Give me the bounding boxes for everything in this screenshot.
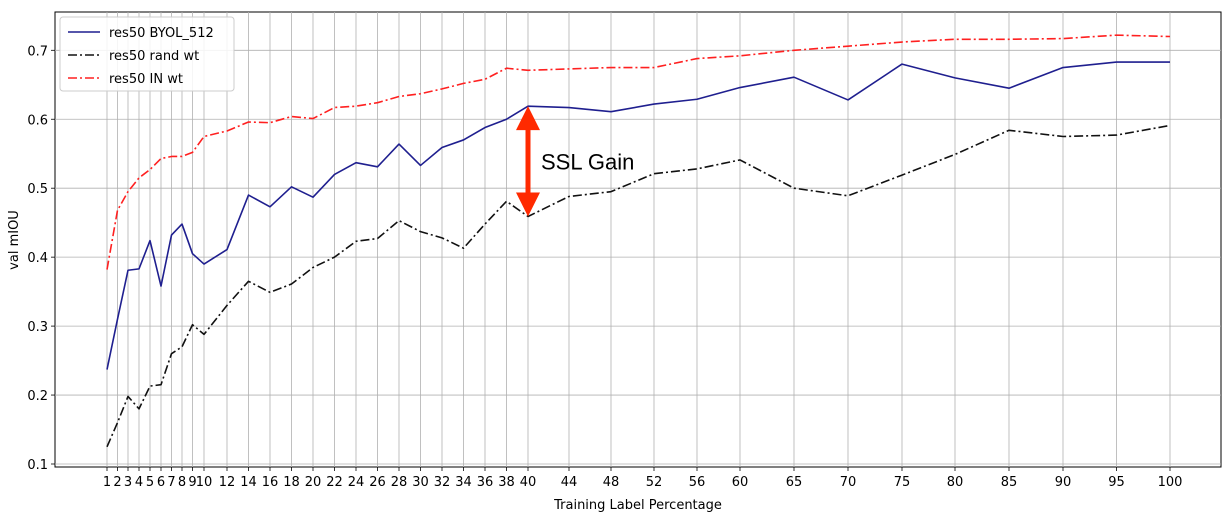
x-tick-label: 100 (1158, 475, 1183, 490)
x-tick-label: 1 (103, 475, 111, 490)
x-tick-label: 18 (283, 475, 300, 490)
series-lines (106, 34, 1171, 448)
x-tick-label: 26 (369, 475, 386, 490)
legend-label-rand: res50 rand wt (109, 49, 199, 64)
y-axis-ticks: 0.1 0.2 0.3 0.4 0.5 0.6 0.7 (27, 44, 55, 473)
legend-label-byol: res50 BYOL_512 (109, 26, 214, 41)
ssl-gain-annotation: SSL Gain (516, 106, 634, 217)
x-tick-label: 34 (455, 475, 472, 490)
x-tick-label: 2 (113, 475, 121, 490)
plot-frame (54, 11, 1222, 468)
x-tick-label: 14 (240, 475, 257, 490)
grid-lines (55, 12, 1221, 467)
x-tick-label: 28 (391, 475, 408, 490)
ssl-gain-label: SSL Gain (541, 149, 634, 174)
legend-box (59, 16, 235, 92)
x-tick-label: 20 (305, 475, 322, 490)
x-tick-label: 65 (786, 475, 803, 490)
x-tick-label: 16 (262, 475, 279, 490)
x-tick-label: 32 (434, 475, 451, 490)
ssl-gain-arrow-head-down (516, 192, 540, 217)
x-tick-label: 80 (947, 475, 964, 490)
x-tick-label: 7 (167, 475, 175, 490)
series-line-2 (106, 34, 1171, 270)
x-axis-ticks: 1 2 3 4 5 6 7 8 9 10 12 14 16 18 20 22 24 26 28 30 32 34 36 38 4… (103, 467, 1183, 490)
y-tick-label: 0.6 (27, 113, 48, 128)
x-tick-label: 40 (520, 475, 537, 490)
y-tick-label: 0.7 (27, 44, 48, 59)
y-tick-label: 0.3 (27, 320, 48, 335)
x-tick-label: 38 (498, 475, 515, 490)
y-axis-label: val mIOU (7, 210, 22, 270)
x-tick-label: 70 (840, 475, 857, 490)
x-tick-label: 36 (477, 475, 494, 490)
x-tick-label: 5 (146, 475, 154, 490)
y-tick-label: 0.2 (27, 389, 48, 404)
x-tick-label: 85 (1001, 475, 1018, 490)
x-tick-label: 60 (732, 475, 749, 490)
legend: res50 BYOL_512 res50 rand wt res50 IN wt (59, 16, 235, 92)
x-tick-label: 90 (1055, 475, 1072, 490)
x-tick-label: 22 (326, 475, 343, 490)
x-tick-label: 44 (561, 475, 578, 490)
x-tick-label: 9 (188, 475, 196, 490)
x-tick-label: 95 (1108, 475, 1125, 490)
x-tick-label: 48 (603, 475, 620, 490)
y-tick-label: 0.1 (27, 458, 48, 473)
legend-label-in: res50 IN wt (109, 72, 183, 87)
x-tick-label: 56 (689, 475, 706, 490)
x-tick-label: 75 (894, 475, 911, 490)
y-tick-label: 0.5 (27, 182, 48, 197)
x-tick-label: 52 (646, 475, 663, 490)
x-tick-label: 30 (412, 475, 429, 490)
series-line-1 (106, 124, 1171, 448)
series-line-0 (106, 61, 1170, 370)
x-tick-label: 4 (135, 475, 143, 490)
x-tick-label: 8 (178, 475, 186, 490)
y-tick-label: 0.4 (27, 251, 48, 266)
ssl-gain-arrow-head-up (516, 106, 540, 131)
x-tick-label: 12 (219, 475, 236, 490)
x-axis-label: Training Label Percentage (553, 498, 722, 513)
x-tick-label: 10 (196, 475, 213, 490)
x-tick-label: 3 (124, 475, 132, 490)
x-tick-label: 24 (348, 475, 365, 490)
x-tick-label: 6 (157, 475, 165, 490)
